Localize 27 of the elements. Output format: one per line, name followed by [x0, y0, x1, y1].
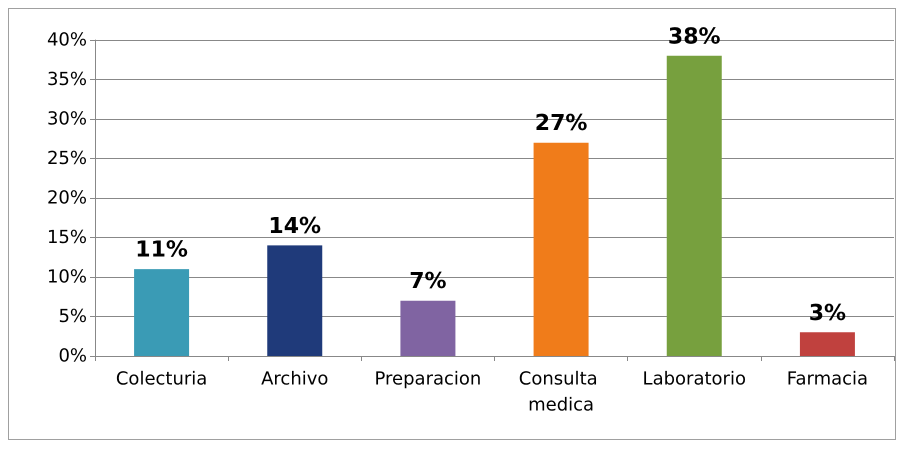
data-label: 27%: [534, 111, 588, 136]
bar: [534, 142, 589, 356]
bar: [666, 56, 722, 356]
bar: [800, 332, 855, 356]
bar: [134, 269, 190, 356]
data-label: 14%: [268, 214, 322, 239]
y-tick-label: 30%: [46, 108, 87, 130]
data-label: 38%: [668, 24, 721, 50]
x-tick-label: Laboratorio: [642, 368, 746, 390]
y-tick-label: 5%: [58, 306, 87, 327]
x-tick-label: Preparacion: [374, 368, 482, 390]
data-label: 3%: [808, 300, 846, 326]
y-tick-label: 0%: [58, 346, 87, 366]
y-tick-label: 40%: [46, 30, 87, 50]
data-label: 11%: [135, 238, 188, 263]
y-tick-label: 15%: [46, 227, 87, 248]
x-tick-label: Colecturia: [116, 368, 208, 390]
y-tick-label: 20%: [46, 188, 87, 208]
bar: [267, 245, 322, 356]
y-tick-label: 35%: [46, 69, 87, 90]
data-label: 7%: [409, 269, 447, 294]
bar: [400, 300, 456, 356]
x-tick-label: Archivo: [261, 368, 328, 390]
x-tick-label: Farmacia: [786, 368, 868, 390]
y-tick-label: 25%: [46, 148, 87, 169]
y-tick-label: 10%: [46, 266, 87, 288]
x-tick-label: Consulta medica: [518, 368, 604, 416]
